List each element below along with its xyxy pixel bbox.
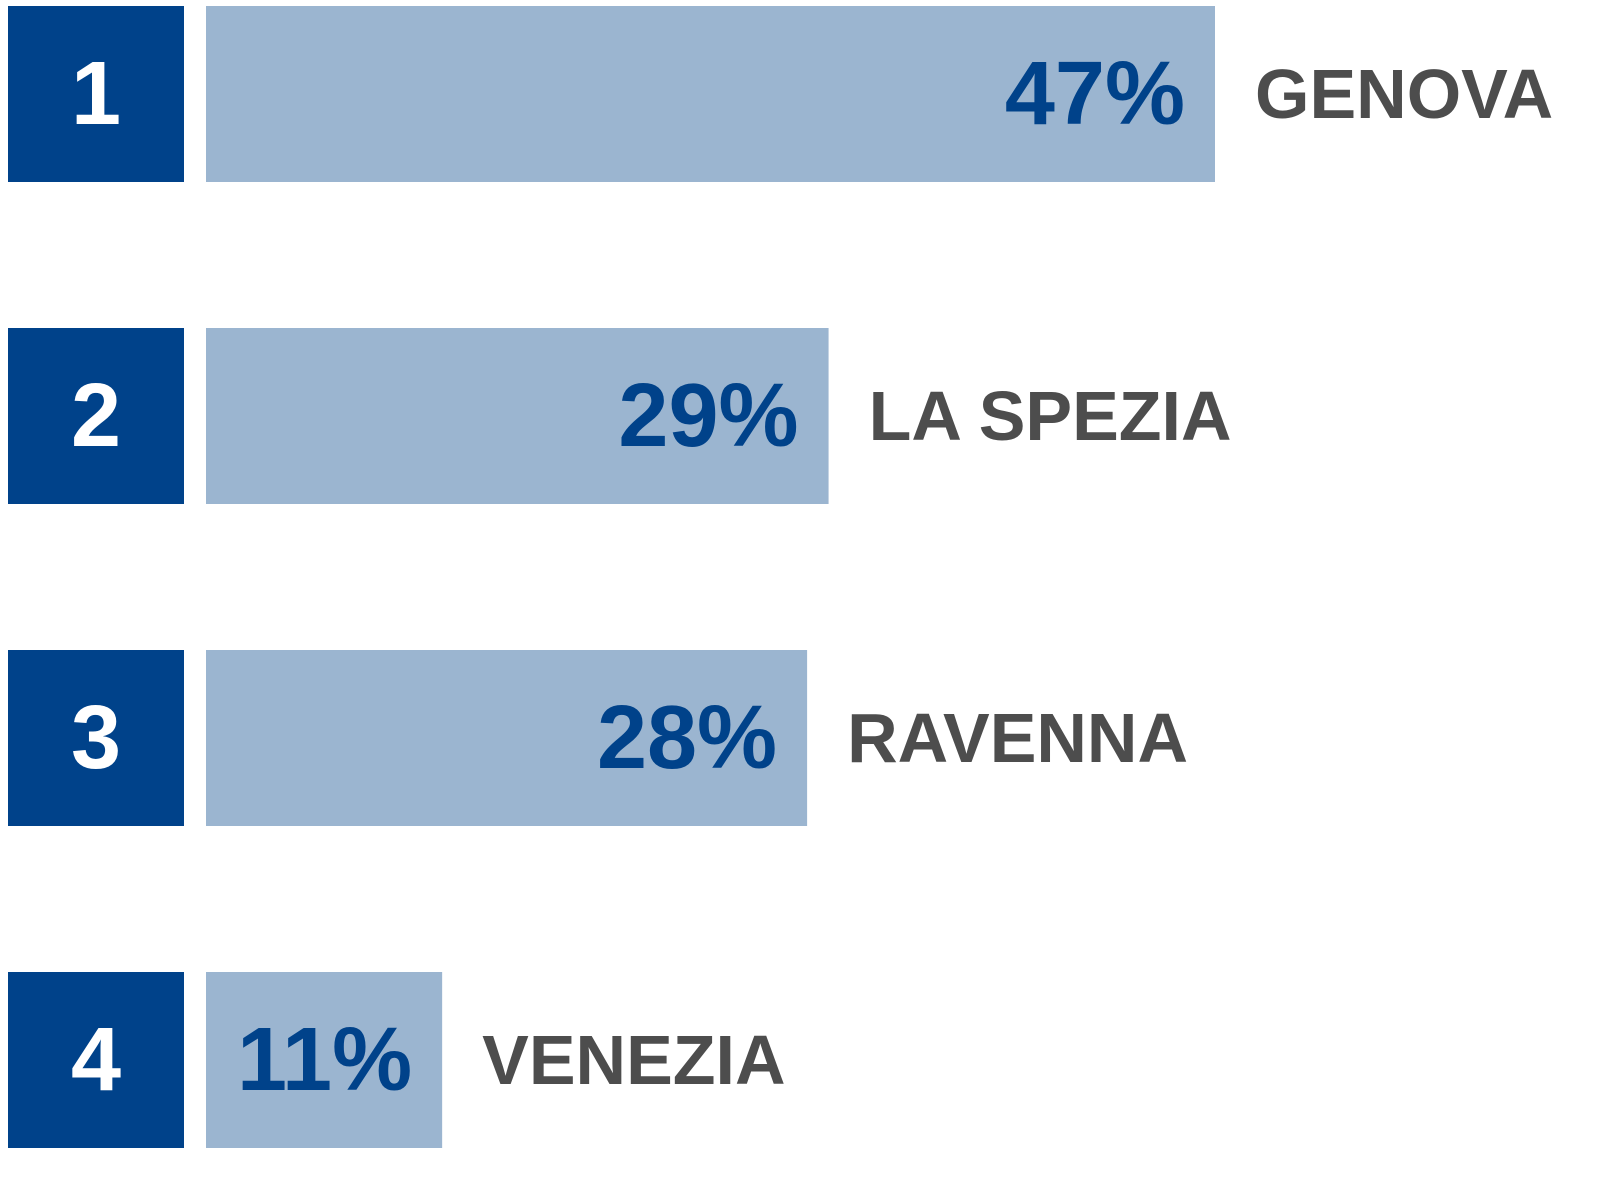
rank-label: 1 — [71, 44, 121, 144]
category-label: VENEZIA — [482, 1021, 785, 1099]
category-label: LA SPEZIA — [869, 377, 1232, 455]
rank-label: 2 — [71, 366, 121, 466]
rank-box — [8, 650, 184, 826]
value-label: 47% — [1005, 44, 1185, 144]
rank-box — [8, 328, 184, 504]
value-label: 28% — [597, 688, 777, 788]
rank-box — [8, 972, 184, 1148]
bar — [206, 328, 829, 504]
rank-box — [8, 6, 184, 182]
bar — [206, 6, 1215, 182]
category-label: RAVENNA — [847, 699, 1188, 777]
value-label: 29% — [618, 366, 798, 466]
bar — [206, 650, 808, 826]
value-label: 11% — [237, 1010, 412, 1110]
bar — [206, 972, 443, 1148]
category-label: GENOVA — [1255, 55, 1553, 133]
rank-label: 4 — [71, 1010, 121, 1110]
rank-label: 3 — [71, 688, 121, 788]
